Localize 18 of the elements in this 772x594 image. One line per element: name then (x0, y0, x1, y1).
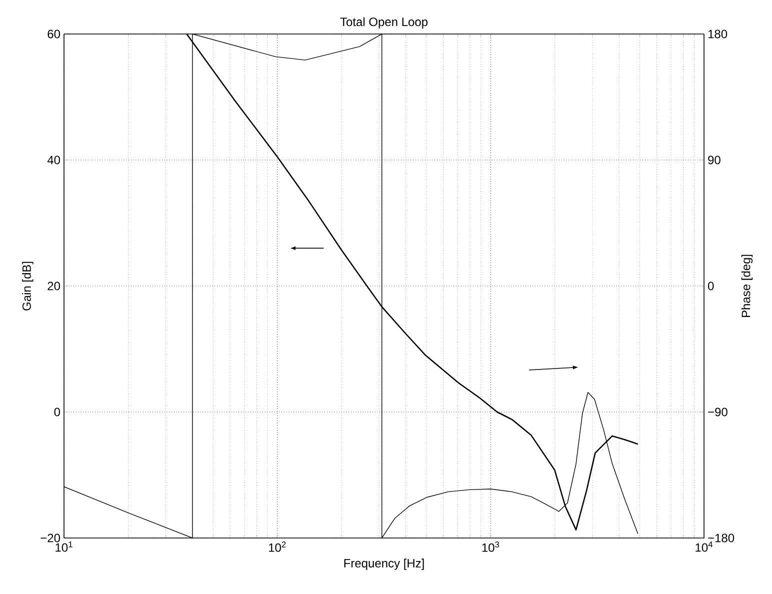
x-tick-label: 10$^{1}$ (56, 542, 72, 552)
chart-title: Total Open Loop (340, 17, 428, 28)
y-tick-label: −20 (40, 534, 60, 542)
x-tick-label: 10$^{4}$ (696, 542, 713, 552)
y-tick-label: 60 (48, 30, 60, 38)
y2-tick-label: 0 (708, 282, 714, 290)
y-axis-title: Gain [dB] (22, 262, 34, 310)
y2-axis-title: Phase [deg] (741, 254, 753, 318)
y2-tick-label: −180 (708, 534, 734, 542)
y-tick-label: 20 (48, 282, 60, 290)
x-axis-title: Frequency [Hz] (344, 558, 424, 570)
y-tick-label: 40 (47, 156, 60, 164)
x-tick-label: 10$^{3}$ (482, 542, 500, 552)
y2-tick-label: 180 (708, 30, 728, 38)
y-tick-label: 0 (54, 408, 60, 416)
y2-tick-label: 90 (708, 156, 720, 164)
y2-tick-label: −90 (708, 408, 728, 416)
x-tick-label: 10$^{2}$ (269, 542, 286, 552)
